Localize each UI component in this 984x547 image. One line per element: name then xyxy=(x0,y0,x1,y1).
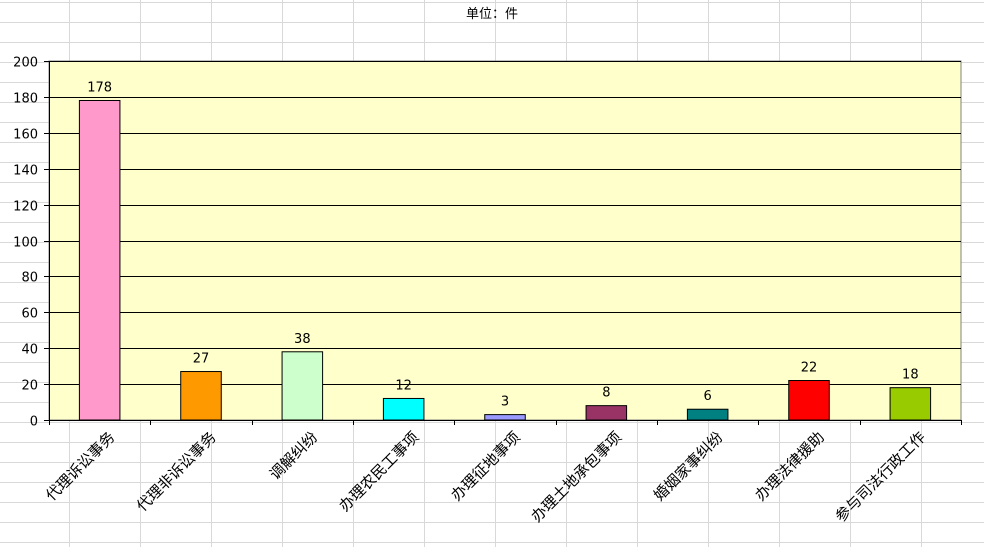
bar xyxy=(180,371,222,421)
x-category-label: 办理法律援助 xyxy=(751,428,827,504)
y-tick-label: 100 xyxy=(13,236,38,251)
data-label: 27 xyxy=(193,352,210,367)
x-category-label: 参与司法行政工作 xyxy=(832,428,930,526)
y-tick-label: 60 xyxy=(21,307,38,322)
chart-unit-label: 单位：件 xyxy=(465,7,518,22)
y-tick-label: 160 xyxy=(13,128,38,143)
x-category-label: 办理土地承包事项 xyxy=(528,428,626,526)
data-label: 38 xyxy=(294,332,311,347)
x-category-label: 办理农民工事项 xyxy=(336,428,423,515)
x-category-label: 代理非诉讼事务 xyxy=(133,428,220,515)
x-category-label: 婚姻家事纠纷 xyxy=(650,428,726,504)
data-label: 6 xyxy=(704,389,712,404)
y-tick-label: 140 xyxy=(13,164,38,179)
data-label: 12 xyxy=(395,378,412,393)
data-label: 178 xyxy=(87,80,112,95)
y-tick-label: 120 xyxy=(13,200,38,215)
x-category-label: 办理征地事项 xyxy=(447,428,523,504)
data-label: 3 xyxy=(501,395,509,410)
data-label: 18 xyxy=(902,368,919,383)
bar xyxy=(889,387,932,421)
plot-area xyxy=(48,60,962,421)
bar xyxy=(585,405,628,421)
y-tick-label: 0 xyxy=(30,415,38,430)
data-label: 22 xyxy=(801,361,818,376)
y-tick-label: 200 xyxy=(13,56,38,71)
x-category-label: 代理诉讼事务 xyxy=(42,428,118,504)
y-tick-label: 20 xyxy=(21,379,38,394)
bar xyxy=(484,414,526,421)
bar xyxy=(78,99,121,421)
data-label: 8 xyxy=(602,386,610,401)
bar xyxy=(686,408,729,421)
bar xyxy=(788,380,830,421)
y-tick-label: 180 xyxy=(13,92,38,107)
bar xyxy=(382,397,425,421)
y-tick-label: 40 xyxy=(21,343,38,358)
x-category-label: 调解纠纷 xyxy=(266,428,321,483)
y-tick-label: 80 xyxy=(21,271,38,286)
bar xyxy=(281,351,324,421)
